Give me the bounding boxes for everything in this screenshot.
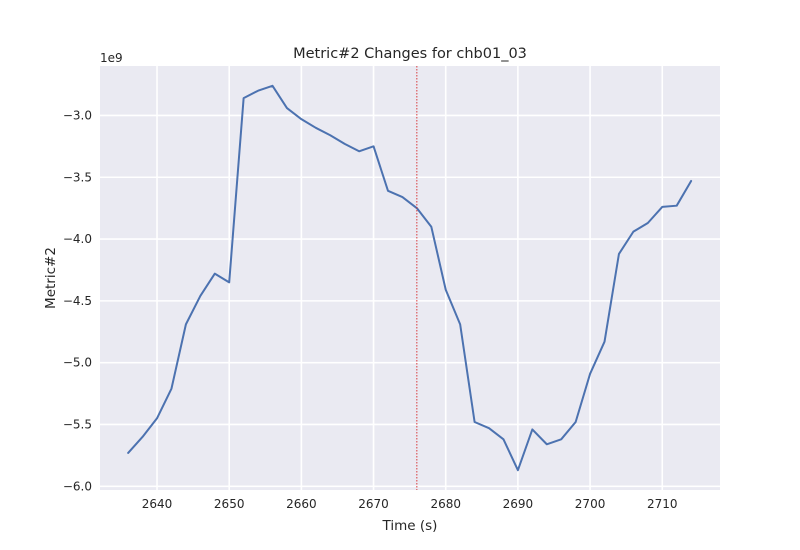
y-tick-label: −4.5: [63, 294, 92, 308]
plot-area: [100, 66, 720, 490]
y-tick-label: −3.5: [63, 170, 92, 184]
series-layer: [127, 84, 693, 472]
y-axis-offset-label: 1e9: [100, 51, 123, 65]
x-tick-label: 2640: [142, 497, 173, 511]
y-tick-label: −4.0: [63, 232, 92, 246]
x-tick-label: 2650: [214, 497, 245, 511]
x-axis-ticks: 2640 2650 2660 2670 2680 2690 2700 2710: [142, 497, 678, 511]
x-tick-label: 2680: [430, 497, 461, 511]
x-tick-label: 2700: [575, 497, 606, 511]
series-line: [127, 84, 693, 472]
y-tick-label: −5.5: [63, 417, 92, 431]
x-tick-label: 2670: [358, 497, 389, 511]
x-tick-label: 2690: [503, 497, 534, 511]
grid-lines: [100, 66, 720, 490]
y-tick-label: −5.0: [63, 356, 92, 370]
x-tick-label: 2660: [286, 497, 317, 511]
y-tick-label: −6.0: [63, 479, 92, 493]
y-axis-ticks: −6.0 −5.5 −5.0 −4.5 −4.0 −3.5 −3.0: [63, 108, 92, 493]
y-axis-label: Metric#2: [43, 247, 59, 309]
x-tick-label: 2710: [647, 497, 678, 511]
y-tick-label: −3.0: [63, 108, 92, 122]
x-axis-label: Time (s): [382, 518, 438, 534]
chart-title: Metric#2 Changes for chb01_03: [293, 46, 527, 62]
